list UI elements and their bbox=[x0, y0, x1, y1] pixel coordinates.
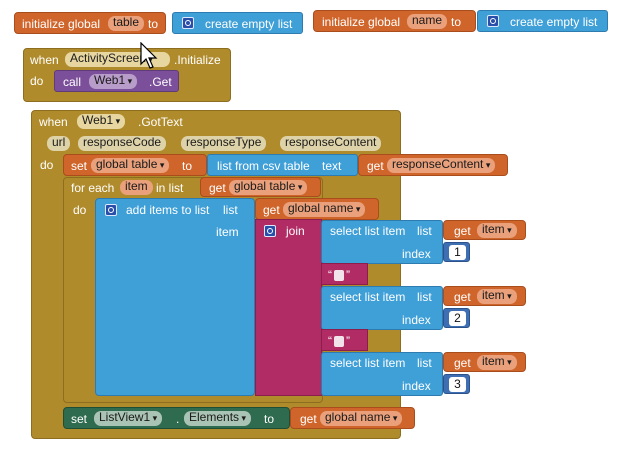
text-socket-label: text bbox=[322, 159, 342, 173]
get-item-block[interactable]: get item bbox=[443, 220, 526, 240]
call-label: call bbox=[63, 75, 82, 89]
add-items-label: add items to list bbox=[126, 203, 210, 217]
get-label: get bbox=[300, 412, 317, 426]
method-label: .Get bbox=[149, 75, 172, 89]
init-global-name-block[interactable]: initialize global name to bbox=[313, 10, 476, 32]
create-empty-list-label: create empty list bbox=[205, 17, 293, 31]
list-socket-label: list bbox=[417, 290, 432, 304]
add-items-to-list-block[interactable]: add items to list list item bbox=[95, 198, 255, 396]
get-label: get bbox=[454, 224, 471, 238]
variable-dropdown[interactable]: item bbox=[477, 223, 517, 238]
index-value[interactable]: 1 bbox=[449, 245, 466, 260]
init-label: initialize global bbox=[322, 15, 401, 29]
string-open-quote: “” bbox=[328, 334, 350, 348]
variable-dropdown[interactable]: item bbox=[477, 355, 517, 370]
set-listview-elements-block[interactable]: set ListView1 . Elements to bbox=[63, 407, 290, 429]
variable-dropdown[interactable]: global name bbox=[320, 411, 403, 426]
index-socket-label: index bbox=[402, 313, 431, 327]
get-label: get bbox=[209, 181, 226, 195]
dot-label: . bbox=[176, 412, 180, 426]
param-url[interactable]: url bbox=[47, 136, 71, 151]
get-global-table-block[interactable]: get global table bbox=[200, 177, 321, 197]
component-dropdown[interactable]: Web1 bbox=[89, 74, 138, 89]
in-list-label: in list bbox=[156, 181, 184, 195]
to-label: to bbox=[182, 159, 193, 173]
create-empty-list-block[interactable]: create empty list bbox=[172, 12, 303, 34]
set-label: set bbox=[71, 159, 88, 173]
number-block[interactable]: 3 bbox=[443, 374, 470, 394]
text-string-block[interactable]: “” bbox=[321, 329, 368, 351]
init-label: initialize global bbox=[22, 17, 101, 31]
init-global-table-block[interactable]: initialize global table to bbox=[14, 12, 166, 34]
list-socket-label: list bbox=[417, 356, 432, 370]
when-label: when bbox=[39, 115, 68, 129]
set-global-table-block[interactable]: set global table to bbox=[63, 154, 207, 176]
get-responsecontent-block[interactable]: get responseContent bbox=[358, 154, 508, 176]
variable-dropdown[interactable]: global table bbox=[91, 158, 170, 173]
gear-icon[interactable] bbox=[105, 204, 117, 216]
string-open-quote: “” bbox=[328, 268, 350, 282]
for-each-label: for each bbox=[71, 181, 115, 195]
join-block[interactable]: join bbox=[255, 219, 322, 396]
to-label: to bbox=[148, 17, 159, 31]
component-dropdown[interactable]: ListView1 bbox=[94, 411, 163, 426]
select-list-item-label: select list item bbox=[330, 224, 406, 238]
get-item-block[interactable]: get item bbox=[443, 286, 526, 306]
index-socket-label: index bbox=[402, 247, 431, 261]
index-value[interactable]: 3 bbox=[449, 377, 466, 392]
gear-icon[interactable] bbox=[182, 17, 194, 29]
create-empty-list-block[interactable]: create empty list bbox=[477, 10, 608, 32]
var-name-field[interactable]: name bbox=[407, 14, 448, 29]
select-list-item-label: select list item bbox=[330, 290, 406, 304]
get-global-name-block[interactable]: get global name bbox=[290, 407, 415, 429]
property-dropdown[interactable]: Elements bbox=[184, 411, 252, 426]
get-label: get bbox=[454, 290, 471, 304]
var-name-field[interactable]: table bbox=[108, 16, 145, 31]
join-label: join bbox=[286, 224, 305, 238]
get-label: get bbox=[454, 356, 471, 370]
item-socket-label: item bbox=[216, 225, 239, 239]
variable-dropdown[interactable]: global table bbox=[229, 180, 308, 195]
activityscreen-initialize-event[interactable]: when ActivityScreen .Initialize do bbox=[23, 48, 231, 102]
csv-label: list from csv table bbox=[217, 159, 310, 173]
select-list-item-block[interactable]: select list item list index bbox=[321, 286, 443, 330]
get-label: get bbox=[263, 203, 280, 217]
number-block[interactable]: 1 bbox=[443, 242, 470, 262]
loop-variable-field[interactable]: item bbox=[120, 180, 153, 195]
get-item-block[interactable]: get item bbox=[443, 352, 526, 372]
get-global-name-block[interactable]: get global name bbox=[255, 198, 379, 220]
do-label: do bbox=[40, 158, 54, 172]
select-list-item-label: select list item bbox=[330, 356, 406, 370]
event-name-label: .GotText bbox=[138, 115, 183, 129]
text-string-block[interactable]: “” bbox=[321, 263, 368, 285]
create-empty-list-label: create empty list bbox=[510, 15, 598, 29]
gear-icon[interactable] bbox=[264, 225, 276, 237]
select-list-item-block[interactable]: select list item list index bbox=[321, 220, 443, 264]
param-responsetype[interactable]: responseType bbox=[181, 136, 267, 151]
do-label: do bbox=[73, 203, 87, 217]
number-block[interactable]: 2 bbox=[443, 308, 470, 328]
param-responsecode[interactable]: responseCode bbox=[78, 136, 167, 151]
component-dropdown[interactable]: Web1 bbox=[77, 114, 126, 129]
list-socket-label: list bbox=[223, 203, 238, 217]
variable-dropdown[interactable]: item bbox=[477, 289, 517, 304]
to-label: to bbox=[264, 412, 275, 426]
event-name-label: .Initialize bbox=[174, 53, 221, 67]
call-web1-get-block[interactable]: call Web1 .Get bbox=[54, 70, 179, 92]
select-list-item-block[interactable]: select list item list index bbox=[321, 352, 443, 396]
variable-dropdown[interactable]: global name bbox=[283, 202, 366, 217]
when-label: when bbox=[30, 53, 59, 67]
index-value[interactable]: 2 bbox=[449, 311, 466, 326]
param-responsecontent[interactable]: responseContent bbox=[280, 136, 382, 151]
to-label: to bbox=[451, 15, 462, 29]
list-socket-label: list bbox=[417, 224, 432, 238]
gear-icon[interactable] bbox=[487, 15, 499, 27]
mouse-cursor-icon bbox=[140, 42, 158, 69]
variable-dropdown[interactable]: responseContent bbox=[387, 158, 496, 173]
get-label: get bbox=[367, 159, 384, 173]
index-socket-label: index bbox=[402, 379, 431, 393]
do-label: do bbox=[30, 74, 44, 88]
set-label: set bbox=[71, 412, 88, 426]
list-from-csv-table-block[interactable]: list from csv table text bbox=[207, 154, 358, 176]
